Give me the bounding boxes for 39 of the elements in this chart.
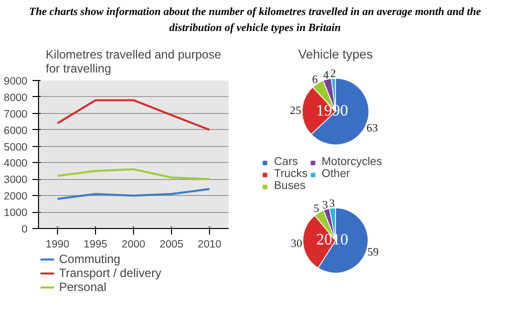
legend-label: Transport / delivery [59,266,162,280]
line-series [56,188,210,200]
legend-label: Motorcycles [322,156,382,168]
y-tick-label: 5000 [4,141,28,154]
data-label: 5 [314,203,320,216]
x-tick-label: 2010 [198,238,222,250]
chart-title: Vehicle types [298,48,373,62]
legend-label: Commuting [59,252,120,266]
data-label: 6 [312,74,318,86]
legend-label: Buses [274,180,306,192]
y-tick-label: 2000 [4,190,28,203]
line-series [56,168,210,180]
data-label: 59 [367,246,380,258]
legend-label: Trucks [274,168,308,180]
data-label: 3 [322,200,328,212]
y-tick-label: 7000 [4,108,28,120]
data-label: 63 [366,122,378,134]
data-label: 4 [323,69,330,82]
y-tick-label: 4000 [4,158,28,170]
y-tick-label: 0 [22,224,28,236]
x-tick-label: 2000 [122,238,146,250]
legend-label: Personal [59,280,106,294]
x-tick-label: 2005 [160,238,184,250]
x-tick-label: 1990 [46,238,70,250]
y-tick-label: 9000 [4,76,28,88]
data-label: 30 [290,238,302,250]
x-tick-label: 1995 [84,238,108,250]
text: The charts show information about the number of kilometres travelled in an average month and the distribution of vehicle types in Britain [28,5,482,36]
y-tick-label: 8000 [4,92,28,104]
data-label: 3 [329,198,336,210]
y-tick-label: 3000 [4,174,28,186]
legend-label: Other [322,168,350,180]
data-label: 2 [330,68,336,80]
line-series [56,99,210,131]
chart-subtitle: Kilometres travelled and purpose for travelling [46,48,222,76]
data-label: 25 [290,105,302,118]
y-tick-label: 1000 [4,207,28,220]
y-tick-label: 6000 [4,124,28,137]
legend-label: Cars [274,156,298,168]
